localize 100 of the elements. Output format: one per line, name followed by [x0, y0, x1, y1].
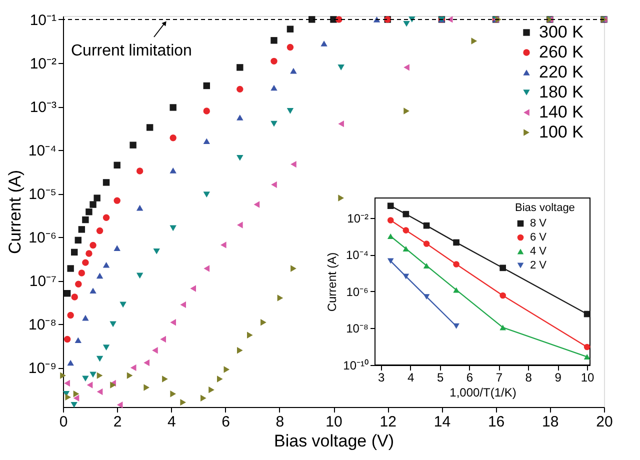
legend-label: 300 K	[539, 22, 584, 42]
point	[96, 372, 103, 379]
y-tick-label: 10⁻⁶	[346, 284, 369, 299]
legend-label: 220 K	[539, 62, 584, 82]
point	[203, 138, 210, 144]
point	[500, 292, 506, 299]
point	[402, 274, 410, 280]
point	[86, 382, 93, 388]
point	[320, 40, 328, 46]
point	[71, 294, 78, 300]
point	[277, 294, 284, 302]
point	[170, 134, 176, 142]
point	[404, 108, 410, 114]
point	[220, 242, 226, 248]
y-tick-label: 10⁻⁸	[346, 322, 368, 336]
point	[338, 194, 344, 202]
point	[144, 359, 150, 366]
legend-label: 260 K	[539, 42, 584, 62]
x-tick-label: 6	[466, 370, 474, 384]
point	[224, 366, 230, 373]
point	[286, 44, 294, 51]
point	[387, 217, 394, 224]
point	[236, 64, 244, 71]
point	[290, 265, 296, 272]
y-tick-label: 10⁻⁹	[28, 360, 56, 378]
point	[126, 372, 133, 379]
y-axis-title: Current (A)	[325, 252, 340, 312]
point	[260, 319, 266, 326]
point	[254, 201, 260, 208]
point	[102, 262, 110, 268]
point	[82, 259, 89, 266]
point	[387, 258, 394, 264]
y-tick-label: 10⁻¹⁰	[343, 358, 368, 372]
point	[402, 227, 410, 234]
x-axis-title: Bias voltage (V)	[274, 432, 394, 450]
point	[423, 222, 430, 229]
point	[208, 386, 214, 394]
point	[402, 210, 410, 218]
point	[102, 344, 110, 350]
point	[153, 248, 160, 254]
x-tick-label: 0	[59, 414, 68, 430]
point	[74, 337, 82, 344]
point	[387, 234, 394, 239]
x-tick-label: 10	[580, 370, 595, 384]
point	[96, 227, 104, 234]
point	[404, 64, 410, 71]
point	[190, 285, 196, 292]
point	[338, 120, 344, 128]
point	[64, 380, 70, 387]
point	[584, 344, 590, 350]
point	[200, 394, 206, 402]
point	[94, 194, 100, 202]
legend-label: 100 K	[539, 122, 584, 142]
point	[78, 270, 86, 276]
x-tick-label: 7	[496, 370, 503, 384]
point	[170, 390, 176, 398]
point	[423, 262, 430, 268]
point	[86, 208, 92, 216]
x-tick-label: 9	[554, 370, 562, 384]
point	[471, 38, 478, 44]
point	[73, 390, 80, 398]
point	[90, 242, 96, 249]
point	[584, 310, 590, 318]
legend-label: 180 K	[539, 82, 584, 102]
point	[146, 124, 154, 131]
point	[338, 64, 344, 70]
point	[90, 201, 96, 208]
point	[67, 265, 74, 272]
point	[64, 336, 71, 343]
x-tick-label: 4	[408, 370, 414, 384]
point	[247, 332, 253, 338]
y-tick-label: 10⁻²	[30, 55, 56, 72]
point	[82, 216, 89, 224]
x-tick-label: 8	[525, 370, 532, 384]
point	[82, 314, 89, 321]
point	[290, 160, 296, 168]
point	[204, 265, 210, 272]
point	[270, 84, 278, 91]
point	[402, 246, 410, 252]
point	[130, 364, 136, 372]
point	[70, 402, 78, 408]
x-tick-label: 12	[380, 414, 396, 430]
point	[114, 245, 120, 251]
point	[453, 239, 460, 246]
legend-title: Bias voltage	[515, 202, 575, 214]
x-tick-label: 8	[276, 414, 284, 430]
y-tick-label: 10⁻⁶	[28, 230, 56, 247]
point	[170, 225, 176, 232]
point	[74, 236, 82, 244]
point	[237, 222, 243, 228]
x-tick-label: 20	[596, 414, 613, 430]
x-tick-label: 4	[168, 414, 176, 430]
point	[120, 302, 126, 308]
y-tick-label: 10⁻⁴	[28, 142, 56, 160]
point	[290, 68, 297, 74]
ref-line-label: Current limitation	[71, 42, 192, 60]
point	[90, 288, 96, 294]
x-tick-label: 16	[488, 414, 505, 430]
x-axis-title: 1,000/T(1/K)	[450, 386, 516, 400]
point	[110, 321, 116, 328]
